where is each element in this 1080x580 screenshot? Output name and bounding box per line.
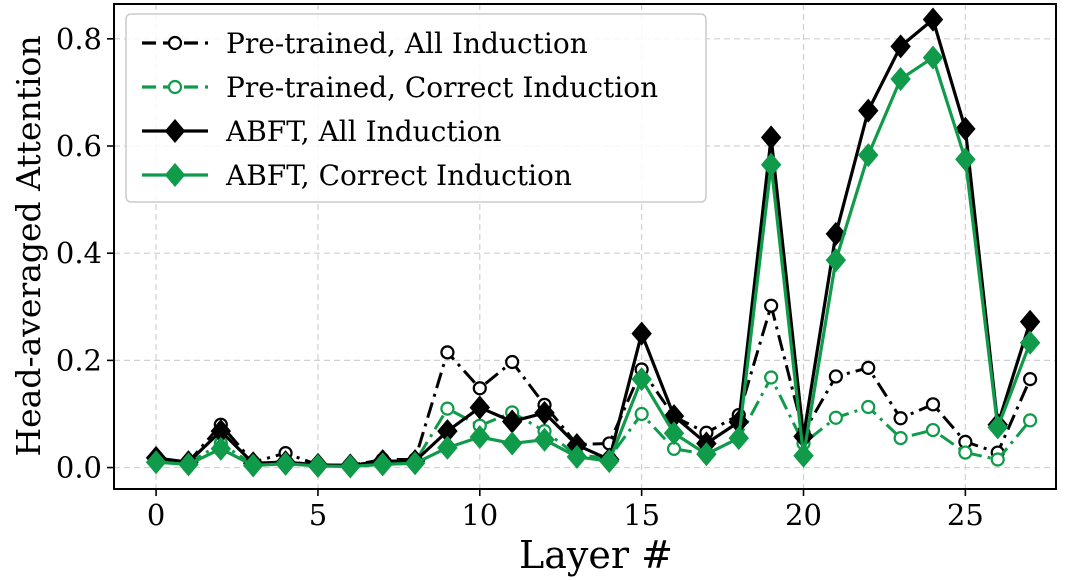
data-point — [825, 248, 847, 273]
data-series — [145, 7, 1041, 479]
data-point — [634, 406, 649, 422]
series-line — [155, 304, 1032, 467]
data-point — [167, 35, 183, 51]
data-point — [1023, 413, 1038, 428]
data-point — [793, 443, 814, 468]
legend-entry: Pre-trained, All Induction — [142, 27, 588, 60]
series-pre-trained-all-induction — [148, 298, 1038, 473]
y-tick-label: 0.6 — [56, 129, 102, 163]
data-point — [764, 370, 779, 385]
data-point — [696, 442, 717, 467]
data-point — [631, 367, 652, 392]
data-point — [566, 444, 588, 469]
data-point — [764, 298, 779, 313]
data-point — [472, 381, 487, 396]
x-tick-label: 10 — [461, 498, 498, 532]
data-point — [760, 152, 782, 177]
data-point — [534, 427, 555, 452]
data-point — [505, 354, 520, 370]
data-point — [858, 98, 879, 123]
series-line — [155, 55, 1032, 469]
data-point — [210, 436, 232, 461]
data-point — [167, 79, 183, 95]
data-point — [469, 424, 491, 450]
data-point — [828, 410, 843, 425]
data-point — [893, 430, 908, 446]
data-point — [861, 399, 876, 415]
data-point — [501, 431, 523, 456]
data-point — [955, 116, 976, 141]
data-point — [340, 454, 361, 479]
axis-ticks: 0 5 10 15 20 25 0.0 0.2 0.4 0.6 0.8 — [56, 22, 984, 532]
data-point — [440, 345, 455, 360]
data-point — [631, 321, 652, 346]
x-tick-label: 15 — [623, 498, 660, 532]
data-point — [440, 401, 455, 416]
data-point — [828, 369, 843, 384]
x-tick-label: 20 — [785, 498, 822, 532]
data-point — [372, 452, 393, 477]
x-tick-label: 5 — [309, 498, 327, 532]
data-point — [275, 451, 296, 476]
plot-frame — [113, 3, 1057, 490]
legend-label: Pre-trained, All Induction — [226, 27, 588, 60]
data-point — [178, 452, 199, 477]
legend-entry: Pre-trained, Correct Induction — [142, 71, 658, 104]
legend: Pre-trained, All Induction Pre-trained, C… — [125, 13, 707, 203]
x-tick-label: 25 — [947, 498, 984, 532]
data-point — [893, 411, 908, 426]
x-tick-label: 0 — [147, 498, 165, 532]
y-tick-label: 0.8 — [56, 22, 102, 56]
data-point — [164, 118, 186, 144]
y-tick-label: 0.2 — [56, 343, 102, 377]
data-point — [760, 125, 782, 150]
data-point — [728, 426, 749, 451]
data-point — [858, 143, 879, 168]
data-point — [307, 453, 329, 478]
data-point — [1019, 309, 1041, 334]
legend-box — [125, 13, 707, 203]
data-point — [990, 452, 1005, 467]
data-point — [1019, 330, 1041, 355]
data-point — [404, 451, 426, 476]
legend-label: Pre-trained, Correct Induction — [226, 71, 658, 104]
data-point — [987, 415, 1008, 440]
data-point — [890, 34, 911, 59]
legend-entry: ABFT, Correct Induction — [142, 159, 572, 192]
y-tick-label: 0.4 — [56, 236, 102, 270]
data-point — [242, 453, 264, 478]
data-point — [922, 45, 944, 70]
data-point — [145, 450, 167, 475]
data-point — [1023, 372, 1038, 387]
data-point — [534, 400, 555, 425]
data-point — [599, 449, 620, 474]
y-tick-label: 0.0 — [56, 451, 102, 485]
x-axis-label: Layer # — [519, 533, 673, 577]
data-point — [922, 7, 944, 32]
y-axis-label: Head-averaged Attention — [9, 35, 48, 456]
data-point — [958, 445, 973, 460]
data-point — [164, 162, 186, 188]
data-point — [469, 395, 491, 420]
data-point — [663, 421, 685, 446]
series-abft-correct-induction — [145, 45, 1041, 479]
data-point — [861, 360, 876, 375]
legend-label: ABFT, Correct Induction — [225, 159, 572, 192]
data-point — [890, 67, 911, 92]
data-point — [955, 147, 976, 172]
data-point — [437, 435, 458, 460]
data-point — [925, 397, 941, 412]
legend-entry: ABFT, All Induction — [142, 115, 501, 148]
legend-label: ABFT, All Induction — [225, 115, 501, 148]
data-point — [925, 422, 941, 438]
